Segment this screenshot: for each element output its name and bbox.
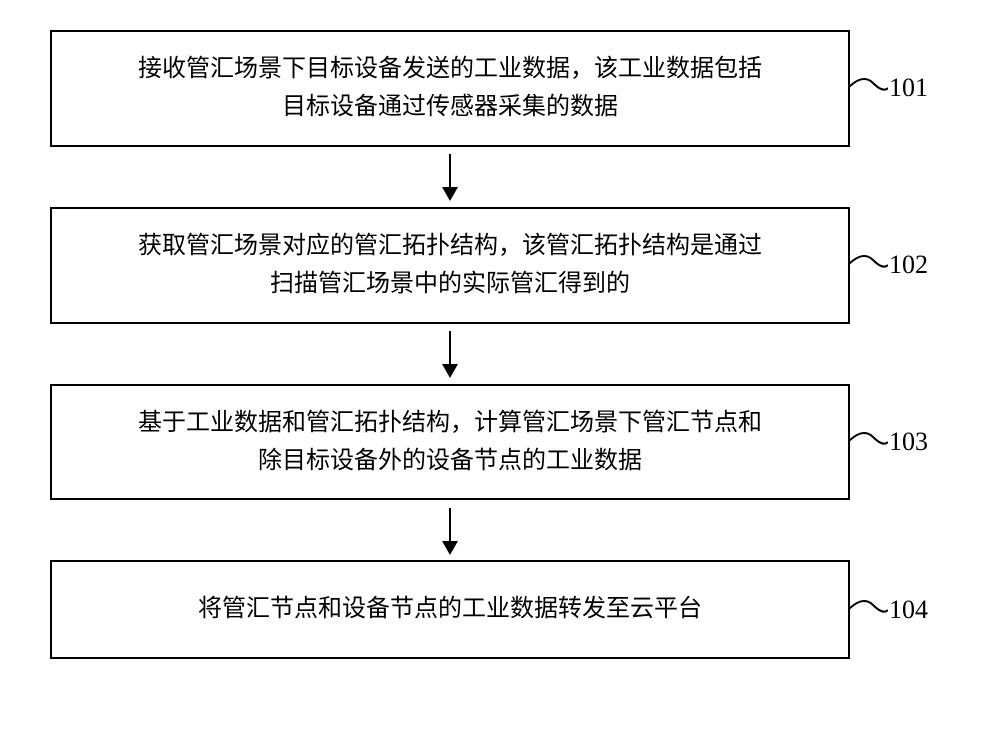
arrow-container-3 [50,500,850,560]
step-box-4: 将管汇节点和设备节点的工业数据转发至云平台 104 [50,560,850,658]
step-box-2: 获取管汇场景对应的管汇拓扑结构，该管汇拓扑结构是通过 扫描管汇场景中的实际管汇得… [50,207,850,324]
connector-4 [848,590,888,630]
step-3-line-1: 基于工业数据和管汇拓扑结构，计算管汇场景下管汇节点和 [138,410,762,436]
arrow-3 [449,508,451,553]
step-1-line-2: 目标设备通过传感器采集的数据 [282,94,618,120]
step-box-3: 基于工业数据和管汇拓扑结构，计算管汇场景下管汇节点和 除目标设备外的设备节点的工… [50,384,850,501]
flowchart-container: 接收管汇场景下目标设备发送的工业数据，该工业数据包括 目标设备通过传感器采集的数… [50,30,950,659]
step-2-line-1: 获取管汇场景对应的管汇拓扑结构，该管汇拓扑结构是通过 [138,233,762,259]
connector-2 [848,245,888,285]
step-1-line-1: 接收管汇场景下目标设备发送的工业数据，该工业数据包括 [138,56,762,82]
step-label-3: 103 [889,421,928,463]
step-label-2: 102 [889,244,928,286]
arrow-1 [449,154,451,199]
step-2-line-2: 扫描管汇场景中的实际管汇得到的 [270,271,630,297]
step-text-4: 将管汇节点和设备节点的工业数据转发至云平台 [82,590,818,628]
step-3-line-2: 除目标设备外的设备节点的工业数据 [258,448,642,474]
step-box-1: 接收管汇场景下目标设备发送的工业数据，该工业数据包括 目标设备通过传感器采集的数… [50,30,850,147]
step-label-4: 104 [889,589,928,631]
step-text-2: 获取管汇场景对应的管汇拓扑结构，该管汇拓扑结构是通过 扫描管汇场景中的实际管汇得… [82,227,818,304]
arrow-container-2 [50,324,850,384]
arrow-container-1 [50,147,850,207]
connector-3 [848,422,888,462]
connector-1 [848,68,888,108]
step-text-3: 基于工业数据和管汇拓扑结构，计算管汇场景下管汇节点和 除目标设备外的设备节点的工… [82,404,818,481]
step-4-line-1: 将管汇节点和设备节点的工业数据转发至云平台 [198,596,702,622]
arrow-2 [449,331,451,376]
step-text-1: 接收管汇场景下目标设备发送的工业数据，该工业数据包括 目标设备通过传感器采集的数… [82,50,818,127]
step-label-1: 101 [889,68,928,110]
